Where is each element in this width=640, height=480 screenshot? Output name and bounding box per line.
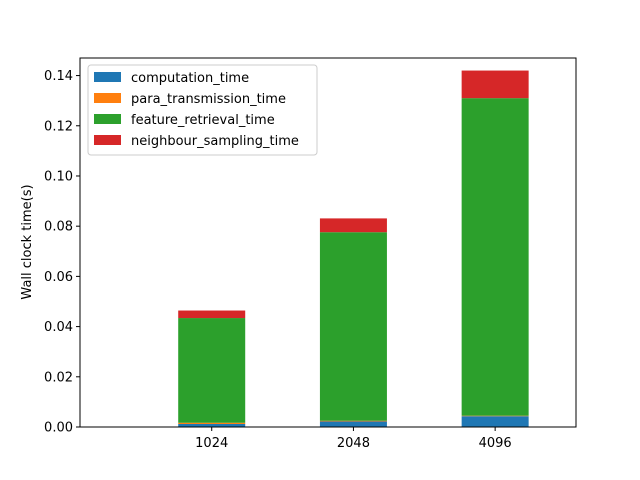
- y-tick-label: 0.04: [44, 320, 73, 335]
- legend: computation_time para_transmission_timefe…: [87, 64, 318, 156]
- bar-feature_retrieval_time-4096: [461, 98, 529, 416]
- x-axis-ticks: 1024 2048 4096: [195, 427, 512, 451]
- bar-feature_retrieval_time-1024: [178, 318, 246, 423]
- bar-neighbour_sampling_time-4096: [461, 70, 529, 99]
- y-axis-label: Wall clock time(s): [20, 184, 35, 299]
- bar-para_transmission_time-1024: [178, 422, 246, 424]
- x-tick-label: 4096: [479, 436, 512, 451]
- legend-swatch-neighbour_sampling_time: [94, 135, 121, 145]
- bar-neighbour_sampling_time-2048: [319, 218, 387, 233]
- bar-computation_time-2048: [319, 421, 387, 427]
- y-tick-label: 0.02: [44, 370, 73, 385]
- legend-label-para_transmission_time: para_transmission_time: [131, 92, 286, 107]
- legend-swatch-computation_time: [94, 72, 121, 82]
- y-tick-label: 0.08: [44, 220, 73, 235]
- y-tick-label: 0.10: [44, 169, 73, 184]
- bar-computation_time-1024: [178, 423, 246, 427]
- legend-box: [87, 64, 318, 156]
- plot-frame: [79, 57, 577, 428]
- y-tick-label: 0.06: [44, 270, 73, 285]
- x-tick-label: 2048: [337, 436, 370, 451]
- y-tick-label: 0.00: [44, 421, 73, 436]
- bar-neighbour_sampling_time-1024: [178, 310, 246, 319]
- legend-label-feature_retrieval_time: feature_retrieval_time: [131, 113, 275, 128]
- bar-computation_time-4096: [461, 416, 529, 427]
- x-tick-label: 1024: [195, 436, 228, 451]
- bar-para_transmission_time-4096: [461, 415, 529, 417]
- legend-label-computation_time: computation_time: [131, 71, 249, 86]
- y-axis-ticks: 0.00 0.02 0.04 0.06 0.08 0.10 0.12 0.14: [44, 69, 80, 436]
- bar-feature_retrieval_time-2048: [319, 232, 387, 421]
- legend-label-neighbour_sampling_time: neighbour_sampling_time: [131, 134, 299, 149]
- bar-para_transmission_time-2048: [319, 420, 387, 422]
- y-tick-label: 0.14: [44, 69, 73, 84]
- y-tick-label: 0.12: [44, 119, 73, 134]
- bars-layer: [178, 70, 529, 427]
- legend-swatch-para_transmission_time: [94, 93, 121, 103]
- legend-swatch-feature_retrieval_time: [94, 114, 121, 124]
